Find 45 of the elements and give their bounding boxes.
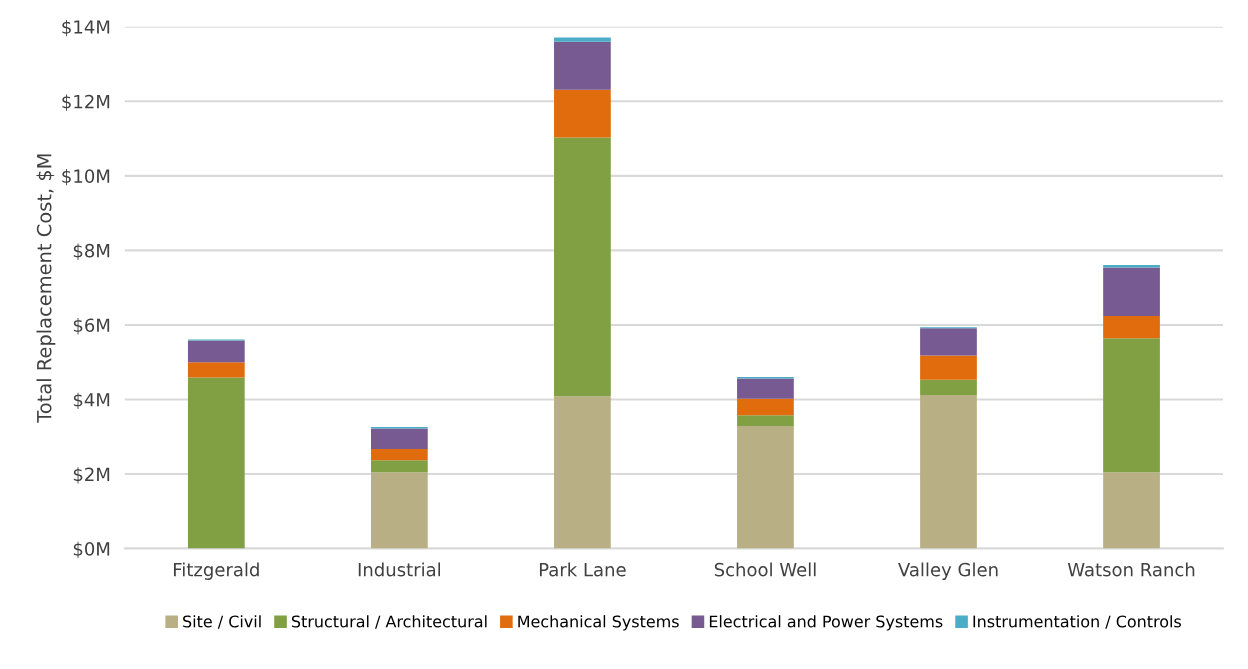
x-tick-label: Park Lane [539,562,626,577]
legend-label: Instrumentation / Controls [973,615,1181,629]
bar [1103,338,1160,473]
bar [920,395,977,549]
bar [920,355,977,380]
bar [920,328,977,356]
bar [1103,472,1160,549]
y-tick-label: $4M [73,392,110,409]
bar [187,377,245,549]
bar [737,398,794,416]
bar [920,379,977,396]
bar [737,415,794,426]
y-tick-label: $2M [73,467,110,484]
x-tick-label: School Well [714,562,816,577]
bar [554,37,611,42]
y-tick-label: $10M [62,168,110,186]
y-tick-label: $8M [73,243,110,260]
legend-label: Site / Civil [183,615,261,629]
bar [737,425,794,549]
bar [370,428,428,450]
bar [554,89,611,138]
y-axis-title: Total Replacement Cost, $M [36,154,56,423]
x-tick-label: Industrial [358,562,441,577]
bar [187,340,245,363]
bar [1103,267,1160,316]
bar [554,137,611,397]
y-tick-label: $12M [62,94,110,111]
bar [370,472,428,549]
x-tick-label: Fitzgerald [174,562,259,580]
y-tick-label: $0M [73,541,110,559]
legend-label: Mechanical Systems [518,615,679,631]
legend-label: Structural / Architectural [291,615,487,629]
x-tick-label: Watson Ranch [1067,562,1195,577]
bar [1103,316,1160,339]
x-tick-label: Valley Glen [898,562,998,580]
bar [187,362,245,378]
bar [370,460,428,473]
bar [554,41,611,90]
bar [737,378,794,399]
bar [554,396,611,549]
y-tick-label: $6M [73,318,110,335]
y-tick-label: $14M [62,19,110,37]
bar [1103,264,1160,268]
bar [370,449,428,461]
legend-label: Electrical and Power Systems [709,615,943,631]
